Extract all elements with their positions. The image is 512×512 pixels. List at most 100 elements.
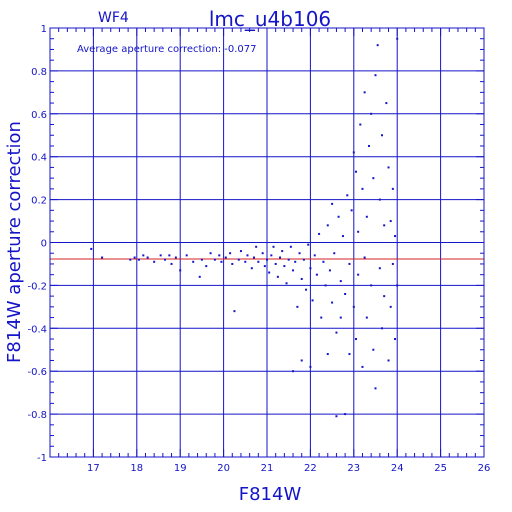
data-point [357,230,360,233]
data-point [300,359,303,362]
data-point [331,202,334,205]
data-point [396,37,399,40]
data-point [387,359,390,362]
data-point [133,256,136,259]
data-point [305,288,308,291]
data-point [370,112,373,115]
data-point [179,269,182,272]
data-point [296,305,299,308]
data-point [231,262,234,265]
data-point [381,134,384,137]
data-point [302,258,305,261]
data-point [255,245,258,248]
x-tick-label: 17 [87,463,100,474]
data-point [326,224,329,227]
data-point [246,254,249,257]
data-point [365,316,368,319]
data-point [170,262,173,265]
data-point [129,258,132,261]
data-point [198,275,201,278]
data-point [90,247,93,250]
data-point [168,254,171,257]
data-point [315,273,318,276]
data-points [90,37,399,418]
data-point [331,301,334,304]
data-point [294,260,297,263]
data-point [335,415,338,418]
data-point [374,387,377,390]
data-point [281,250,284,253]
data-point [257,260,260,263]
data-point [164,258,167,261]
data-point [359,123,362,126]
data-point [381,327,384,330]
data-point [292,370,295,373]
data-point [142,254,145,257]
x-tick-label: 26 [478,463,491,474]
y-tick-label: -0.2 [27,281,47,292]
data-point [363,91,366,94]
x-tick-labels: 17 18 19 20 21 22 23 24 25 26 [87,463,490,474]
data-point [376,44,379,47]
data-point [283,265,286,268]
data-point [346,194,349,197]
data-point [237,258,240,261]
chart-title: lmc_u4b106 [209,7,331,31]
x-tick-label: 19 [174,463,187,474]
data-point [391,187,394,190]
chip-label: WF4 [98,10,129,26]
data-point [372,177,375,180]
data-point [370,284,373,287]
data-point [344,292,347,295]
data-point [192,260,195,263]
data-point [322,260,325,263]
data-point [313,254,316,257]
grid [50,28,484,457]
data-point [276,275,279,278]
data-point [341,235,344,238]
x-tick-label: 24 [391,463,404,474]
x-tick-label: 23 [347,463,360,474]
data-point [383,224,386,227]
data-point [279,256,282,259]
data-point [137,258,140,261]
data-point [333,252,336,255]
y-tick-label: 0.2 [31,196,47,207]
data-point [268,271,271,274]
data-point [307,243,310,246]
data-point [174,256,177,259]
data-point [389,220,392,223]
data-point [229,252,232,255]
data-point [361,365,364,368]
y-tick-label: -0.6 [27,367,47,378]
x-tick-label: 22 [304,463,317,474]
data-point [320,316,323,319]
data-point [244,260,247,263]
data-point [391,262,394,265]
data-point [374,74,377,77]
data-point [101,256,104,259]
y-tick-label: -0.8 [27,410,47,421]
y-tick-label: 0.4 [31,153,47,164]
data-point [354,338,357,341]
data-point [250,267,253,270]
data-point [261,252,264,255]
data-point [266,258,268,261]
data-point [311,299,314,302]
x-tick-label: 20 [217,463,230,474]
data-point [185,254,188,257]
data-point [298,252,301,255]
data-point [389,305,392,308]
data-point [285,282,288,285]
x-tick-label: 21 [261,463,274,474]
y-tick-label: 1 [41,24,47,35]
x-tick-label: 25 [434,463,447,474]
data-point [218,254,221,257]
data-point [352,305,355,308]
data-point [367,144,370,147]
data-point [233,310,236,313]
data-point [309,365,312,368]
data-point [205,265,208,268]
data-point [387,166,390,169]
data-point [224,256,227,259]
